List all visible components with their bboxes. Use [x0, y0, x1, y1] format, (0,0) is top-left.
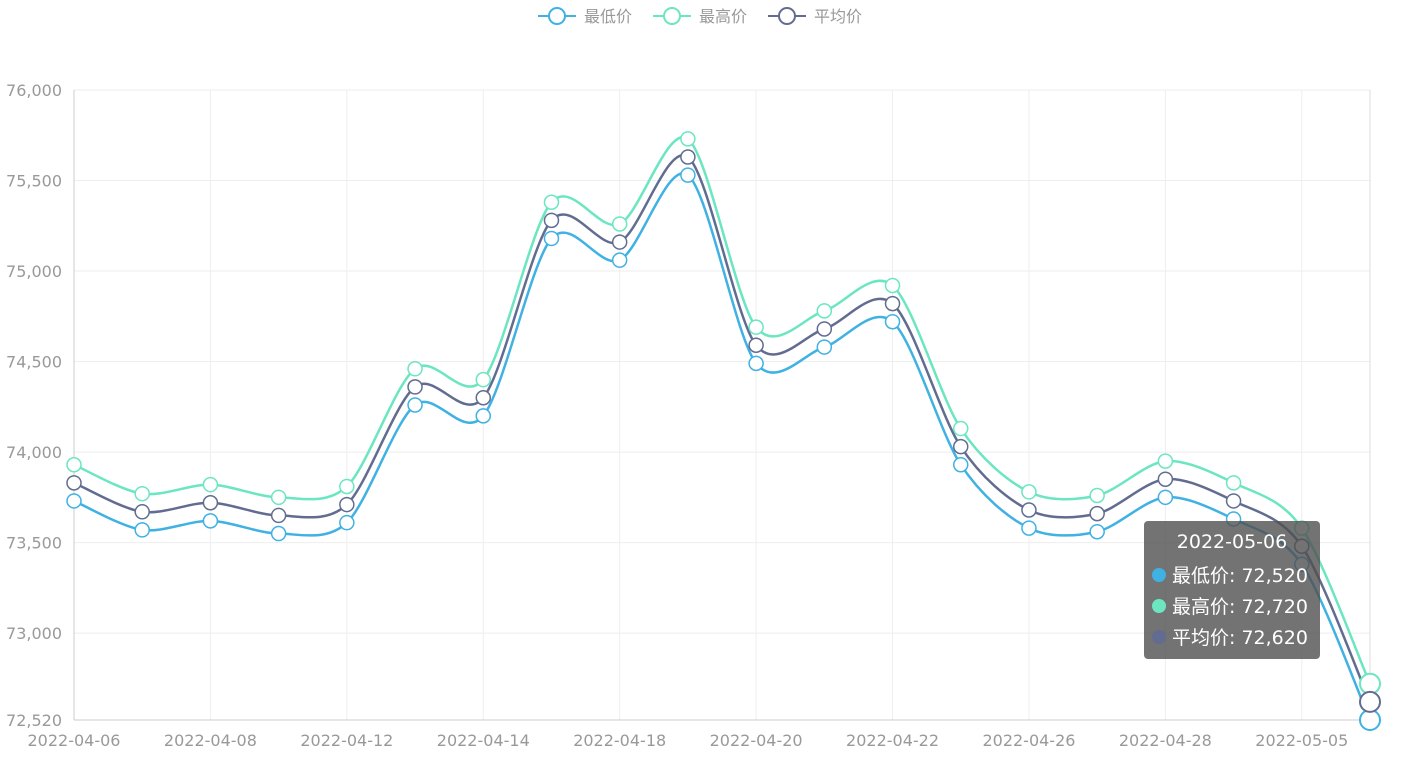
- data-point: [1225, 493, 1242, 509]
- data-point: [884, 313, 901, 330]
- tooltip-row-low: 最低价: 72,520: [1152, 559, 1312, 590]
- series-dot-icon: [1152, 567, 1166, 582]
- data-point: [407, 361, 423, 377]
- data-point: [134, 504, 150, 520]
- data-point: [475, 371, 492, 388]
- data-point: [543, 194, 560, 210]
- data-point: [680, 149, 696, 165]
- data-point: [1157, 453, 1174, 469]
- x-tick-label: 2022-05-05: [1255, 731, 1348, 750]
- data-point: [339, 496, 355, 513]
- data-point: [952, 456, 969, 473]
- data-point: [134, 522, 150, 538]
- data-point: [1089, 505, 1105, 522]
- x-tick-label: 2022-04-12: [300, 731, 393, 750]
- data-point: [611, 216, 628, 232]
- data-point: [611, 252, 628, 268]
- data-point: [1157, 471, 1174, 487]
- data-point: [202, 513, 219, 529]
- data-point: [270, 507, 287, 524]
- data-point: [543, 230, 560, 247]
- data-point: [884, 295, 901, 312]
- data-point: [407, 397, 423, 413]
- data-point: [680, 167, 696, 183]
- data-point: [134, 485, 150, 502]
- data-point: [1157, 489, 1174, 506]
- x-tick-label: 2022-04-26: [982, 731, 1075, 750]
- data-point: [816, 321, 833, 337]
- legend-item-0[interactable]: 最低价: [538, 7, 632, 26]
- legend-circle-icon: [663, 7, 681, 25]
- data-point: [748, 355, 764, 372]
- tooltip-title: 2022-05-06: [1176, 531, 1288, 553]
- legend-label: 最低价: [584, 7, 632, 26]
- data-point: [1359, 672, 1381, 695]
- y-tick-label: 74,500: [6, 353, 62, 372]
- data-point: [202, 476, 219, 493]
- data-point: [1225, 475, 1242, 491]
- data-point: [1021, 502, 1037, 518]
- legend-item-2[interactable]: 平均价: [768, 7, 862, 26]
- data-point: [611, 234, 628, 250]
- data-point: [1089, 487, 1105, 504]
- x-tick-label: 2022-04-22: [846, 731, 939, 750]
- data-point: [475, 390, 492, 406]
- data-point: [884, 277, 901, 294]
- y-tick-label: 73,500: [6, 534, 62, 553]
- series-dot-icon: [1152, 629, 1166, 644]
- tooltip: 2022-05-06 最低价: 72,520 最高价: 72,720 平均价: …: [1144, 521, 1320, 659]
- data-point: [407, 379, 423, 395]
- data-point: [339, 514, 355, 531]
- data-point: [475, 408, 492, 424]
- data-point: [1021, 520, 1037, 536]
- tooltip-row-high: 最高价: 72,720: [1152, 590, 1312, 621]
- data-point: [66, 456, 82, 473]
- data-point: [816, 303, 833, 319]
- data-point: [270, 525, 287, 542]
- x-tick-label: 2022-04-06: [28, 731, 121, 750]
- y-tick-label: 75,500: [6, 172, 62, 191]
- data-point: [952, 438, 969, 455]
- data-point: [202, 495, 219, 511]
- x-tick-label: 2022-04-18: [573, 731, 666, 750]
- legend-item-1[interactable]: 最高价: [653, 7, 747, 26]
- legend-label: 平均价: [814, 7, 862, 26]
- data-point: [270, 489, 287, 506]
- x-tick-label: 2022-04-20: [710, 731, 803, 750]
- legend-circle-icon: [548, 7, 566, 25]
- data-point: [1359, 709, 1381, 731]
- data-point: [543, 212, 560, 229]
- data-point: [1359, 690, 1381, 713]
- data-point: [748, 319, 764, 335]
- y-tick-label: 73,000: [6, 624, 62, 643]
- data-point: [1089, 523, 1105, 540]
- y-tick-label: 74,000: [6, 443, 62, 462]
- legend-label: 最高价: [699, 7, 747, 26]
- y-tick-label: 76,000: [6, 81, 62, 100]
- data-point: [66, 493, 82, 509]
- x-tick-label: 2022-04-08: [164, 731, 257, 750]
- data-point: [339, 478, 355, 495]
- data-point: [952, 420, 969, 437]
- series-dot-icon: [1152, 598, 1166, 613]
- tooltip-row-avg: 平均价: 72,620: [1152, 621, 1312, 652]
- x-tick-label: 2022-04-14: [437, 731, 530, 750]
- x-tick-label: 2022-04-28: [1119, 731, 1212, 750]
- data-point: [680, 131, 696, 147]
- y-tick-label: 75,000: [6, 262, 62, 281]
- data-point: [748, 337, 764, 354]
- data-point: [816, 339, 833, 355]
- data-point: [1021, 484, 1037, 500]
- y-tick-label: 72,520: [6, 711, 62, 730]
- data-point: [66, 475, 82, 491]
- legend-circle-icon: [778, 7, 796, 25]
